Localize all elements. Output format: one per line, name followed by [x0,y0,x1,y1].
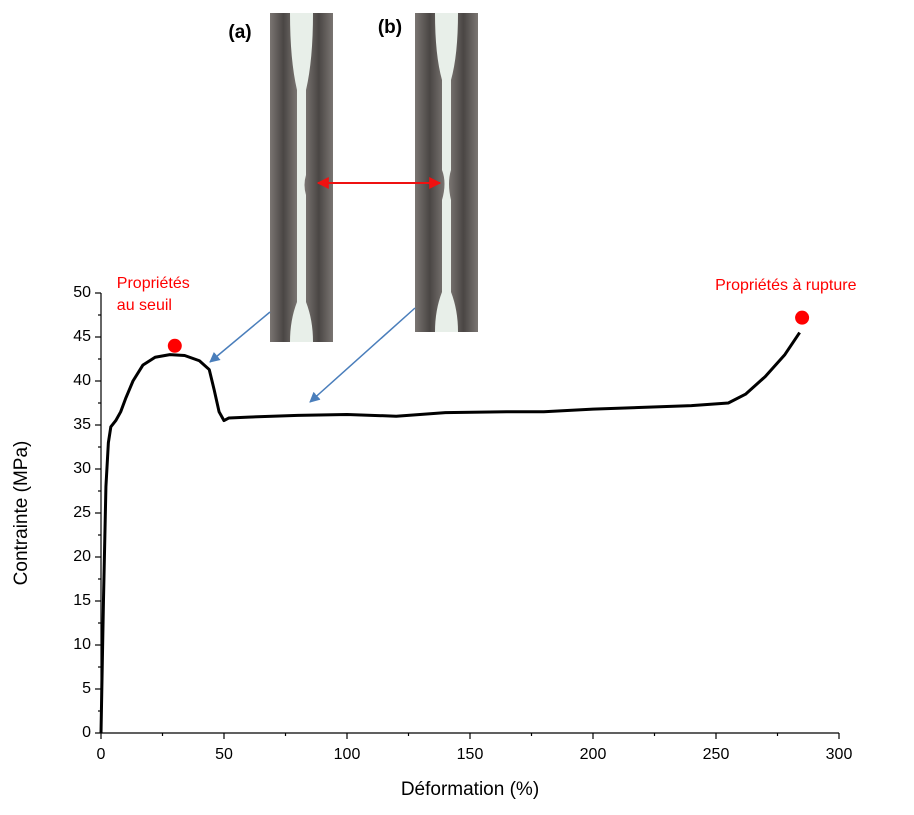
inset-label: (a) [228,22,251,43]
x-tick-label: 50 [215,746,233,763]
y-tick-label: 5 [82,680,91,697]
y-axis-label: Contrainte (MPa) [11,441,32,586]
y-tick-label: 25 [73,504,91,521]
photo-b [415,13,478,332]
y-tick-label: 20 [73,548,91,565]
y-tick-label: 50 [73,284,91,301]
y-tick-label: 45 [73,328,91,345]
arrow-b [309,307,416,403]
x-tick-label: 300 [826,746,853,763]
y-tick-label: 0 [82,724,91,741]
key-point [795,310,810,325]
y-tick-label: 30 [73,460,91,477]
y-tick-label: 15 [73,592,91,609]
photo-a [270,13,333,342]
annotation: au seuil [117,297,172,314]
annotation: Propriétés [117,275,190,292]
y-tick-label: 40 [73,372,91,389]
arrow-a [209,311,271,363]
x-tick-label: 200 [580,746,607,763]
inset-label: (b) [378,17,402,38]
x-tick-label: 100 [334,746,361,763]
y-tick-label: 35 [73,416,91,433]
x-tick-label: 0 [97,746,106,763]
y-tick-label: 10 [73,636,91,653]
x-tick-label: 150 [457,746,484,763]
x-tick-label: 250 [703,746,730,763]
annotation: Propriétés à rupture [715,277,857,294]
x-axis-label: Déformation (%) [401,779,539,800]
stress-curve [99,331,801,734]
key-point [167,338,182,353]
